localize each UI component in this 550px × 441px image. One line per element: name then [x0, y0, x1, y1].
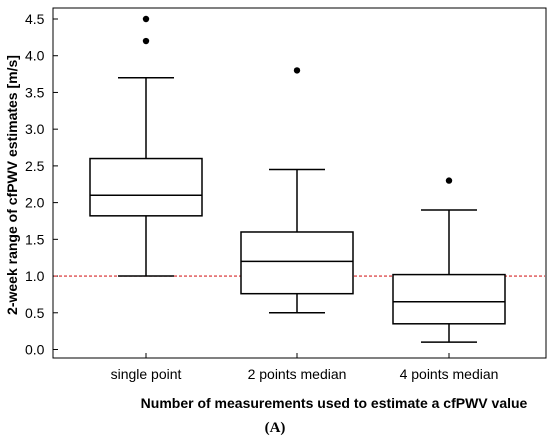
- outlier-point: [445, 177, 453, 184]
- plot-frame: [52, 7, 547, 359]
- y-tick-label: 1.0: [25, 268, 45, 284]
- outlier-point: [142, 15, 150, 23]
- y-tick-label: 0.5: [25, 305, 45, 321]
- x-tick-label: 2 points median: [248, 366, 347, 382]
- y-tick-label: 1.5: [25, 231, 45, 247]
- y-tick-label: 2.5: [25, 158, 45, 174]
- outlier-point: [142, 37, 150, 45]
- plot-area: 0.0 0.5 1.0 1.5 2.0 2.5 3.0 3.5 4.0 4.5 single poi…: [25, 7, 547, 382]
- y-tick-label: 2.0: [25, 195, 45, 211]
- y-axis-title: 2-week range of cfPWV estimates [m/s]: [4, 55, 20, 315]
- y-tick-label: 4.5: [25, 11, 45, 27]
- box-iqr: [89, 157, 203, 217]
- y-tick-label: 3.5: [25, 84, 45, 100]
- panel-label: (A): [265, 420, 286, 436]
- x-tick-label: single point: [111, 366, 182, 382]
- x-tick-label: 4 points median: [400, 366, 499, 382]
- x-axis-title: Number of measurements used to estimate …: [141, 395, 528, 411]
- y-tick-label: 0.0: [25, 342, 45, 358]
- y-tick-label: 3.0: [25, 121, 45, 137]
- box-iqr: [240, 231, 354, 295]
- box-iqr: [392, 273, 506, 325]
- y-tick-label: 4.0: [25, 48, 45, 64]
- outlier-point: [293, 67, 301, 74]
